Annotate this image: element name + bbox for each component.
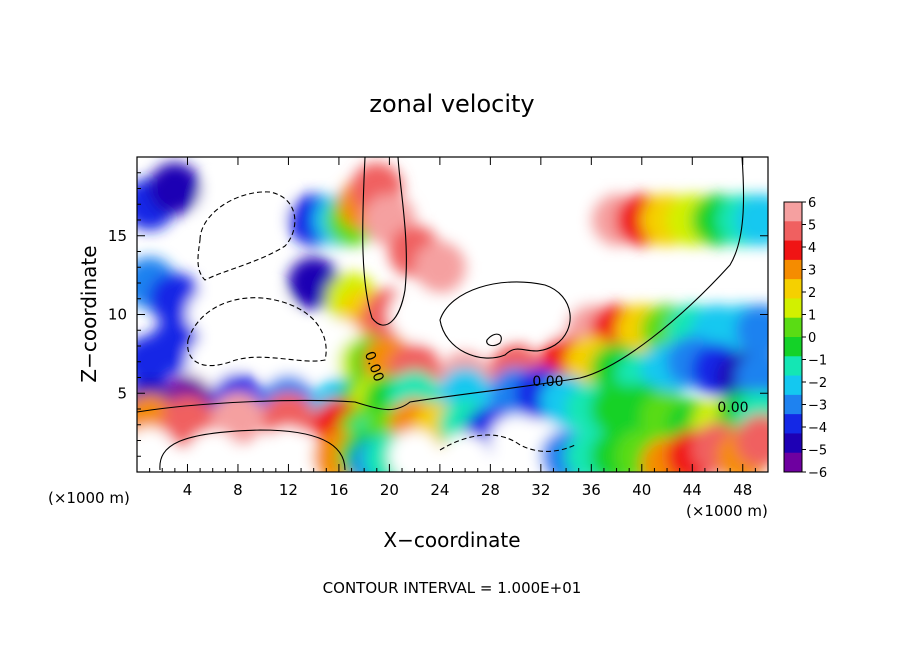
field-sample — [137, 427, 176, 472]
colorbar-swatch — [784, 259, 802, 280]
x-axis-label: X−coordinate — [383, 528, 520, 552]
y-axis-label: Z−coordinate — [77, 245, 101, 382]
x-tick-label: 16 — [329, 481, 348, 499]
field-sample — [735, 351, 768, 404]
y-axis: 5 10 15 — [108, 172, 768, 457]
contour-line — [159, 429, 346, 471]
contour-line — [137, 157, 745, 413]
x-tick-label: 48 — [733, 481, 752, 499]
x-tick-label: 40 — [632, 481, 651, 499]
field-sample — [439, 433, 492, 472]
colorbar-swatch — [784, 317, 802, 338]
y-tick-label: 10 — [108, 306, 127, 324]
colorbar-swatch — [784, 452, 802, 473]
field-sample — [186, 288, 239, 341]
x-unit-right: (×1000 m) — [686, 502, 768, 520]
x-axis: 4 8 12 16 20 24 28 32 36 40 44 48 — [149, 157, 756, 499]
field-sample — [262, 427, 315, 472]
plot-area — [136, 156, 769, 473]
x-tick-label: 8 — [233, 481, 243, 499]
colorbar-swatch — [784, 356, 802, 377]
x-tick-label: 20 — [380, 481, 399, 499]
colorbar-tick-label: −6 — [808, 466, 827, 481]
x-tick-label: 4 — [183, 481, 193, 499]
colorbar-swatch — [784, 298, 802, 319]
contour-label: 0.00 — [532, 374, 563, 390]
colorbar-swatch — [784, 375, 802, 396]
field-sample — [388, 430, 441, 472]
colorbar: 6 5 4 3 2 1 0 −1 −2 −3 −4 −5 −6 — [783, 196, 827, 481]
contour-label: 0.00 — [717, 400, 748, 416]
field-sample — [735, 304, 768, 357]
x-tick-label: 28 — [481, 481, 500, 499]
colorbar-tick-label: 0 — [808, 331, 816, 346]
field-sample — [199, 178, 252, 231]
contour-line — [362, 157, 407, 326]
colorbar-tick-label: −4 — [808, 421, 827, 436]
contour-line — [439, 434, 576, 452]
x-unit-left: (×1000 m) — [48, 489, 130, 507]
field-sample — [388, 288, 441, 341]
colorbar-tick-label: 3 — [808, 264, 816, 279]
field-sample — [514, 194, 567, 246]
field-sample — [735, 414, 768, 467]
contour-line — [439, 281, 571, 359]
colorbar-tick-label: −5 — [808, 444, 827, 459]
contour-interval-note: CONTOUR INTERVAL = 1.000E+01 — [323, 579, 582, 597]
colorbar-swatch — [784, 279, 802, 299]
colorbar-swatch — [784, 394, 802, 415]
colorbar-tick-label: −3 — [808, 399, 827, 414]
colorbar-tick-label: 6 — [808, 196, 816, 211]
x-tick-label: 32 — [531, 481, 550, 499]
y-tick-label: 15 — [108, 227, 127, 245]
colorbar-swatch — [784, 337, 802, 357]
chart-title: zonal velocity — [369, 90, 534, 118]
field-sample — [237, 178, 290, 231]
colorbar-swatch — [784, 433, 802, 454]
field-sample — [237, 288, 290, 341]
colorbar-tick-label: 2 — [808, 286, 816, 301]
colorbar-tick-label: −2 — [808, 376, 827, 391]
x-tick-label: 12 — [279, 481, 298, 499]
velocity-field — [137, 157, 768, 472]
field-sample — [186, 430, 239, 472]
colorbar-swatch — [784, 202, 802, 222]
colorbar-swatch — [784, 240, 802, 261]
field-sample — [262, 335, 315, 388]
y-tick-label: 5 — [117, 384, 127, 402]
colorbar-tick-label: −1 — [808, 354, 827, 369]
field-sample — [489, 438, 542, 472]
x-tick-label: 44 — [683, 481, 702, 499]
contour-line — [486, 333, 502, 347]
field-sample — [464, 288, 517, 341]
colorbar-tick-label: 5 — [808, 219, 816, 234]
field-sample — [451, 194, 504, 246]
colorbar-swatch — [784, 221, 802, 242]
field-sample — [413, 241, 466, 294]
contour-line — [187, 297, 327, 367]
field-sample — [148, 162, 201, 215]
colorbar-tick-label: 1 — [808, 309, 816, 324]
x-tick-label: 24 — [430, 481, 449, 499]
colorbar-swatch — [784, 414, 802, 434]
colorbar-tick-label: 4 — [808, 241, 816, 256]
x-tick-label: 36 — [582, 481, 601, 499]
field-sample — [186, 335, 239, 388]
